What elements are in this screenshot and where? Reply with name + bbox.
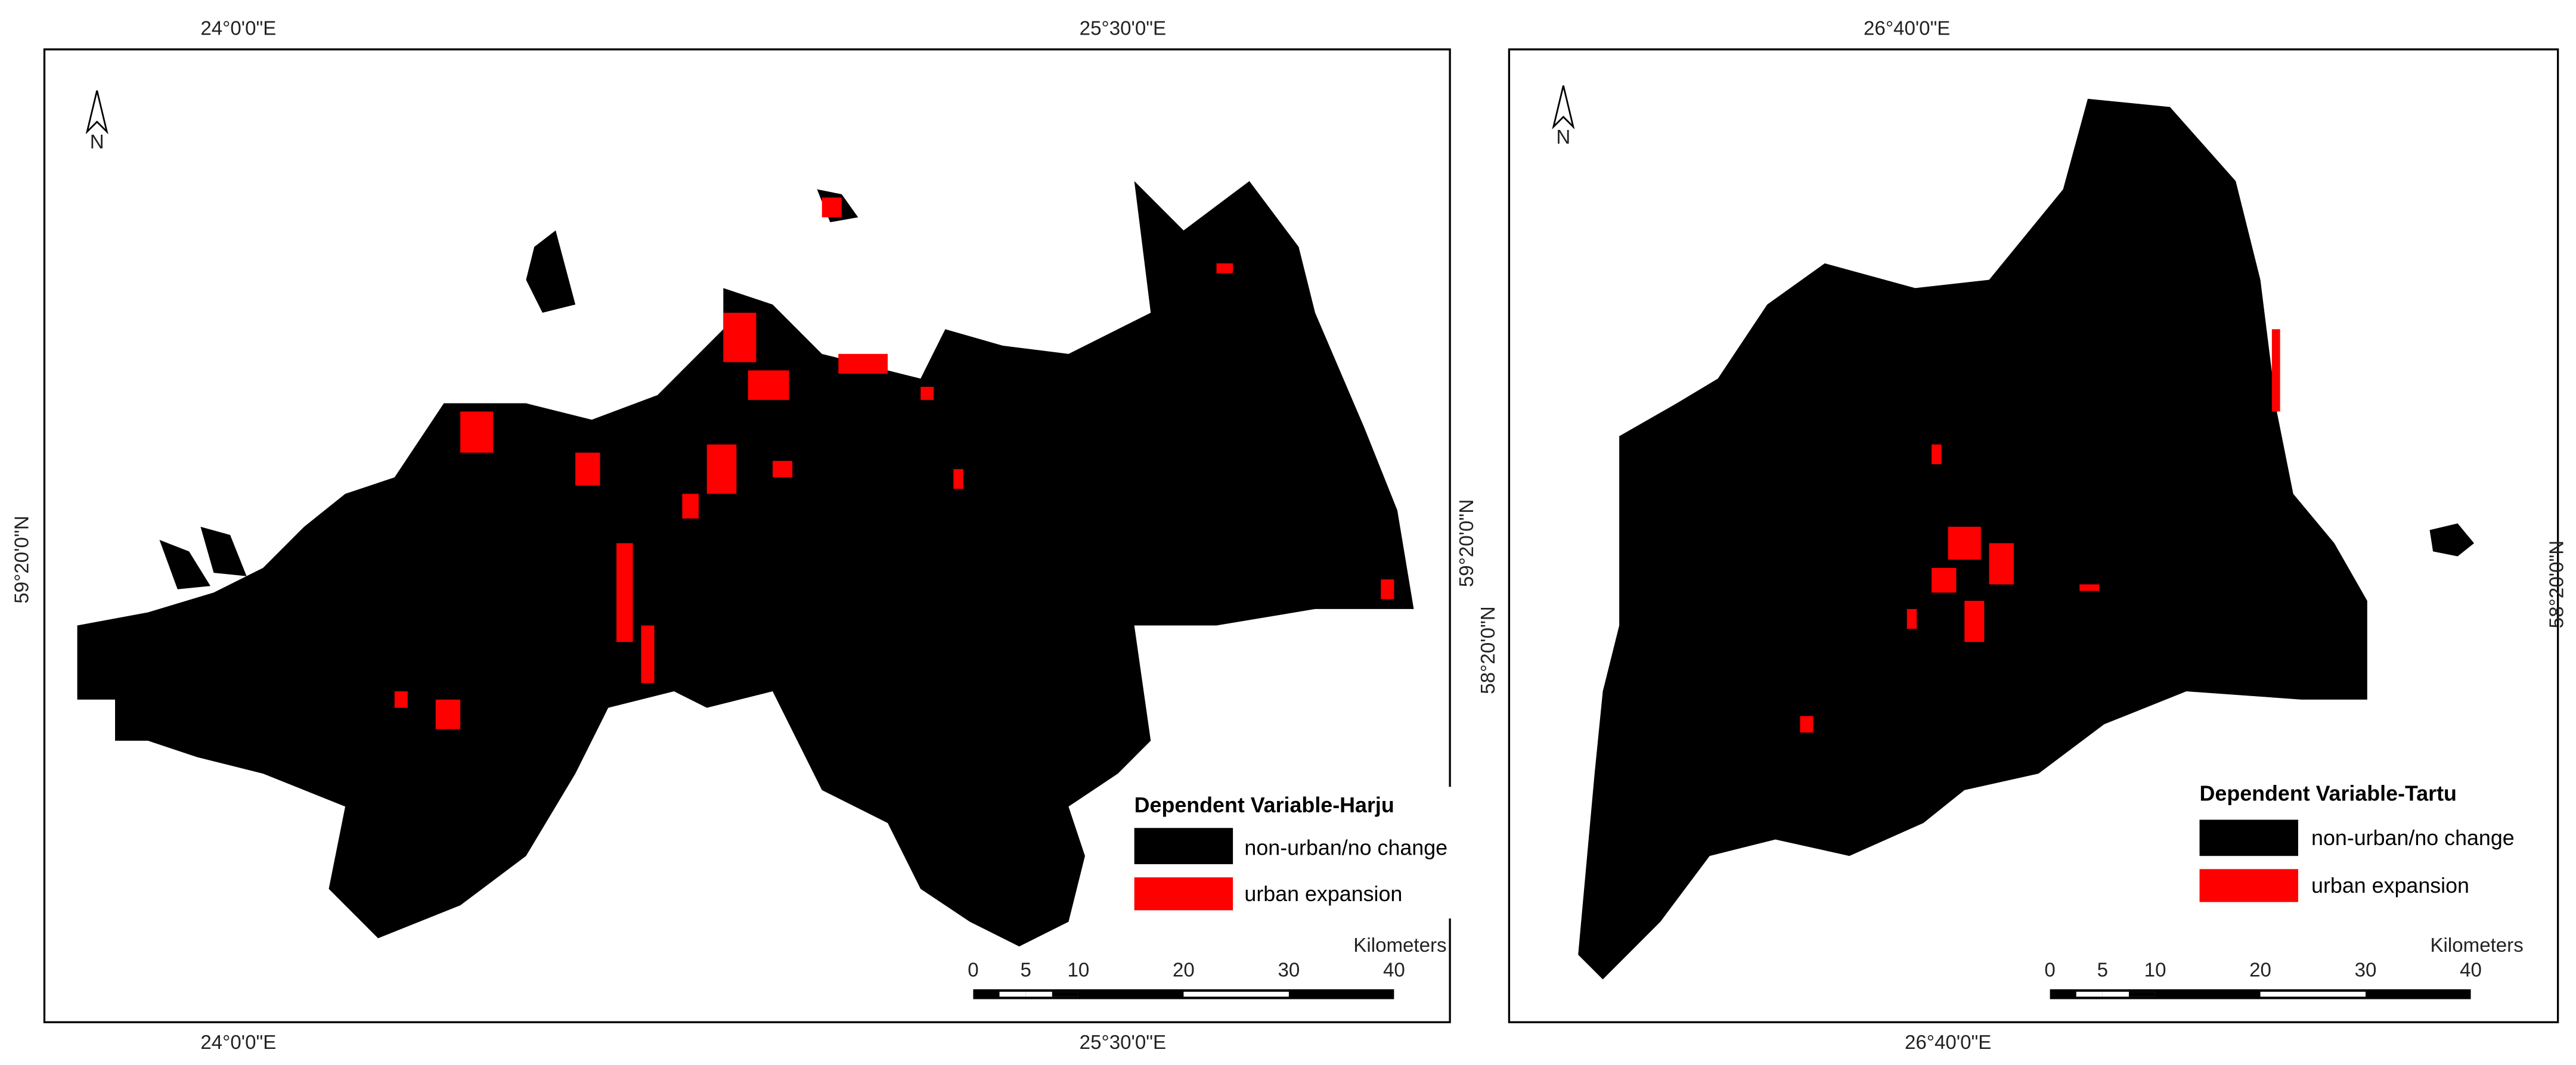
top-coord-label: 24°0'0"E: [200, 17, 276, 39]
legend-title: Dependent Variable-Harju: [1134, 793, 1394, 817]
urban-patches: [394, 197, 1394, 729]
urban-patch: [1964, 601, 1985, 642]
urban-patch: [1932, 444, 1942, 464]
legend-swatch: [1134, 828, 1233, 865]
legend-item: non-urban/no change: [1244, 836, 1447, 860]
right-coord-label: 58°20'0"N: [2546, 541, 2568, 628]
urban-patch: [1907, 608, 1917, 629]
urban-patch: [748, 370, 789, 400]
scale-tick-label: 0: [2044, 959, 2055, 981]
scale-tick-label: 20: [1173, 959, 1195, 981]
bottom-coord-label: 24°0'0"E: [200, 1032, 276, 1054]
legend-title: Dependent Variable-Tartu: [2200, 781, 2457, 805]
urban-patch: [460, 411, 494, 453]
urban-patch: [706, 444, 737, 494]
map-harju: 24°0'0"E 25°30'0"E 24°0'0"E 25°30'0"E 59…: [11, 17, 1478, 1053]
island: [526, 230, 576, 313]
urban-patch: [920, 387, 934, 400]
urban-patch: [838, 353, 888, 374]
legend-swatch: [1134, 877, 1233, 911]
scale-tick-label: 5: [2097, 959, 2108, 981]
bottom-coord-label: 26°40'0"E: [1905, 1032, 1991, 1054]
scale-bar-segment: [999, 992, 1026, 997]
urban-patch: [1800, 716, 1814, 733]
legend-item: urban expansion: [2311, 874, 2469, 898]
urban-patch: [435, 699, 461, 729]
legend-swatch: [2199, 869, 2298, 902]
scale-unit-label: Kilometers: [1353, 934, 1446, 957]
scale-tick-label: 20: [2249, 959, 2271, 981]
scale-tick-label: 10: [1068, 959, 1090, 981]
legend-item: urban expansion: [1244, 882, 1402, 906]
scale-tick-label: 30: [1278, 959, 1300, 981]
urban-patch: [616, 543, 633, 642]
urban-patch: [1948, 526, 1981, 560]
island: [2429, 523, 2475, 557]
top-coord-label: 26°40'0"E: [1864, 17, 1950, 39]
scale-unit-label: Kilometers: [2430, 934, 2523, 957]
urban-patch: [682, 493, 699, 519]
right-coord-label: 59°20'0"N: [1456, 499, 1478, 587]
north-arrow: [85, 90, 109, 135]
scale-tick-label: 0: [968, 959, 978, 981]
top-coord-label: 25°30'0"E: [1080, 17, 1166, 39]
scale-tick-label: 10: [2144, 959, 2166, 981]
urban-patch: [641, 625, 655, 684]
north-arrow: [1552, 85, 1575, 130]
urban-patch: [394, 691, 408, 708]
north-label: N: [1556, 126, 1570, 148]
urban-patch: [773, 461, 793, 477]
map-frame: [43, 48, 1451, 1023]
urban-patch: [953, 469, 963, 489]
scale-bar-segment: [2128, 992, 2156, 997]
urban-patch: [2079, 584, 2100, 591]
urban-patch: [822, 197, 842, 218]
urban-patches: [1800, 329, 2280, 733]
map-frame: [1508, 48, 2559, 1023]
urban-patch: [1989, 543, 2014, 585]
scale-tick-label: 40: [2460, 959, 2482, 981]
island: [200, 526, 247, 576]
urban-patch: [2271, 329, 2280, 412]
scale-bar-segment: [1052, 992, 1078, 997]
bottom-coord-label: 25°30'0"E: [1080, 1032, 1166, 1054]
urban-patch: [1381, 579, 1394, 600]
map-tartu: 26°40'0"E 26°40'0"E 58°20'0"N 58°20'0"N …: [1477, 17, 2568, 1053]
urban-patch: [723, 312, 757, 362]
urban-patch: [1216, 263, 1233, 274]
urban-patch: [1932, 567, 1957, 593]
north-label: N: [90, 131, 104, 153]
scale-tick-label: 30: [2355, 959, 2377, 981]
scale-bar-segment: [1183, 992, 1289, 997]
scale-bar-segment: [2076, 992, 2103, 997]
left-coord-label: 59°20'0"N: [11, 516, 33, 603]
island: [159, 539, 210, 589]
legend-swatch: [2199, 819, 2298, 856]
scale-tick-label: 40: [1383, 959, 1405, 981]
scale-tick-label: 5: [1020, 959, 1031, 981]
left-coord-label: 58°20'0"N: [1477, 606, 1499, 694]
region-land: [77, 181, 1414, 947]
scale-bar-segment: [2260, 992, 2366, 997]
urban-patch: [575, 452, 600, 486]
legend-item: non-urban/no change: [2311, 826, 2515, 850]
